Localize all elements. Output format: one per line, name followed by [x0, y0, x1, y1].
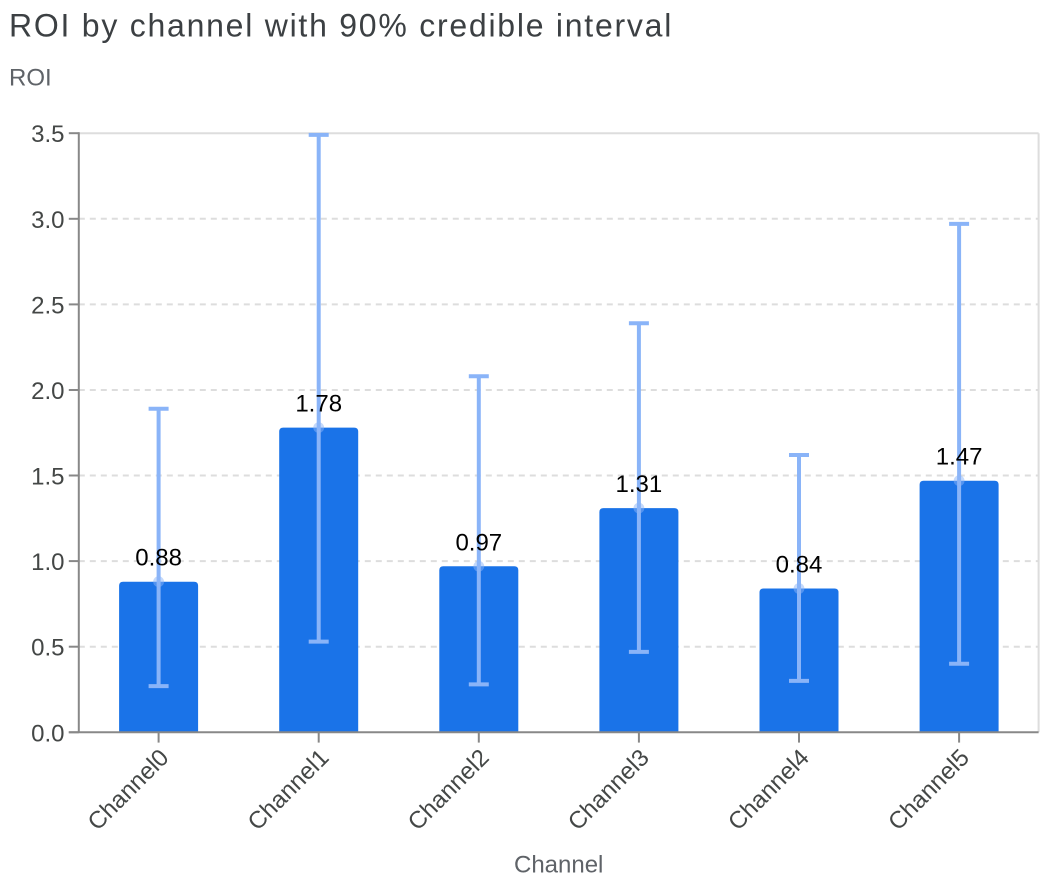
- svg-text:1.47: 1.47: [936, 444, 983, 471]
- svg-text:1.0: 1.0: [31, 549, 64, 576]
- svg-text:Channel: Channel: [514, 851, 603, 878]
- svg-text:1.5: 1.5: [31, 464, 64, 491]
- svg-text:3.5: 3.5: [31, 121, 64, 148]
- svg-text:ROI: ROI: [9, 65, 52, 92]
- svg-text:0.84: 0.84: [776, 552, 823, 579]
- svg-text:2.5: 2.5: [31, 292, 64, 319]
- svg-text:1.31: 1.31: [616, 471, 663, 498]
- svg-text:3.0: 3.0: [31, 207, 64, 234]
- svg-text:0.97: 0.97: [455, 529, 502, 556]
- svg-text:0.0: 0.0: [31, 720, 64, 747]
- svg-text:0.5: 0.5: [31, 635, 64, 662]
- svg-text:ROI by channel with 90% credib: ROI by channel with 90% credible interva…: [9, 8, 673, 44]
- svg-text:1.78: 1.78: [295, 391, 342, 418]
- svg-text:2.0: 2.0: [31, 378, 64, 405]
- svg-text:0.88: 0.88: [135, 545, 182, 572]
